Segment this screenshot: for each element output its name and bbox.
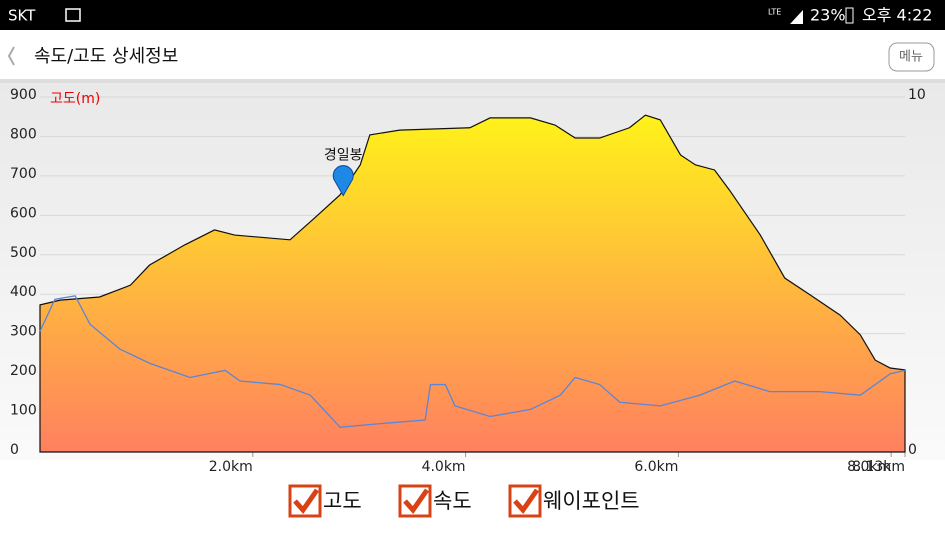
x-tick-label: 6.0km [634,459,678,475]
plot: 0 100 200 300 400 500 600 700 800 900 0 10 고도(m) 2.0k… [10,87,926,475]
image-icon [65,8,81,22]
x-tick-label: 8.0km [847,459,891,475]
y-tick-label: 700 [10,166,37,182]
divider [0,79,945,83]
menu-button[interactable] [888,42,935,72]
y-axis-label: 고도(m) [50,91,100,107]
legend-label: 속도 [433,489,472,513]
y-tick-label: 800 [10,126,37,142]
battery-icon [845,7,854,24]
check-mark [403,488,430,515]
y-tick-label: 100 [10,403,37,419]
y-tick-label: 400 [10,284,37,300]
y-tick-label: 200 [10,363,37,379]
check-mark [513,488,540,515]
y-tick-label: 900 [10,87,37,103]
legend-label: 고도 [323,489,362,513]
battery: 23% [810,6,846,25]
header-title: 속도/고도 상세정보 [34,46,178,67]
elevation-area [39,114,906,453]
network: LTE [768,8,781,17]
y2-tick-label: 10 [908,87,926,103]
waypoint-marker [332,165,354,197]
y-tick-label: 600 [10,205,37,221]
time: 오후 4:22 [862,6,932,25]
x-tick-label: 2.0km [209,459,253,475]
y-tick-label: 500 [10,245,37,261]
header [0,30,945,80]
x-tick-label: 8.13km [852,459,905,475]
check-mark [293,488,320,515]
x-tick-label: 4.0km [422,459,466,475]
y-tick-label: 0 [10,442,19,458]
signal-icon [790,10,803,24]
waypoint-label: 경일봉 [324,148,363,164]
speed-line [39,295,906,428]
legend-label: 웨이포인트 [543,489,640,513]
menu-label: 메뉴 [899,50,923,65]
status-bar [0,0,945,30]
y-tick-label: 300 [10,324,37,340]
carrier: SKT [8,7,36,25]
y2-tick-label: 0 [908,442,917,458]
back-button[interactable] [7,46,15,66]
